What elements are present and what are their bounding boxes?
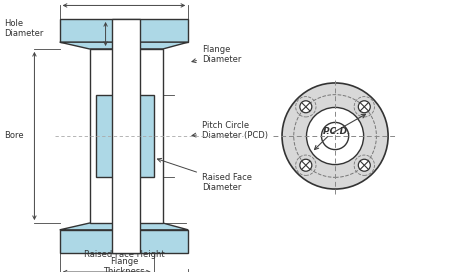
Text: Flange
Diameter: Flange Diameter: [192, 45, 241, 64]
Polygon shape: [60, 42, 188, 49]
Text: Raised Face
Diameter: Raised Face Diameter: [157, 158, 252, 192]
Bar: [96, 95, 154, 177]
Text: P.C.D.: P.C.D.: [323, 127, 352, 137]
Bar: [90, 49, 163, 223]
Text: Bore: Bore: [5, 131, 24, 141]
Text: Pitch Circle
Diameter (PCD): Pitch Circle Diameter (PCD): [192, 121, 268, 140]
Text: Flange
Thickness: Flange Thickness: [103, 257, 145, 272]
Bar: [112, 19, 140, 253]
Ellipse shape: [282, 83, 388, 189]
Polygon shape: [60, 223, 188, 230]
Ellipse shape: [358, 101, 370, 113]
Ellipse shape: [358, 159, 370, 171]
Bar: [60, 19, 188, 42]
Bar: [60, 230, 188, 253]
Text: Hole
Diameter: Hole Diameter: [5, 19, 44, 38]
Ellipse shape: [307, 107, 364, 165]
Ellipse shape: [321, 122, 349, 150]
Ellipse shape: [300, 159, 312, 171]
Ellipse shape: [300, 101, 312, 113]
Text: Raised Face Height: Raised Face Height: [84, 250, 164, 259]
